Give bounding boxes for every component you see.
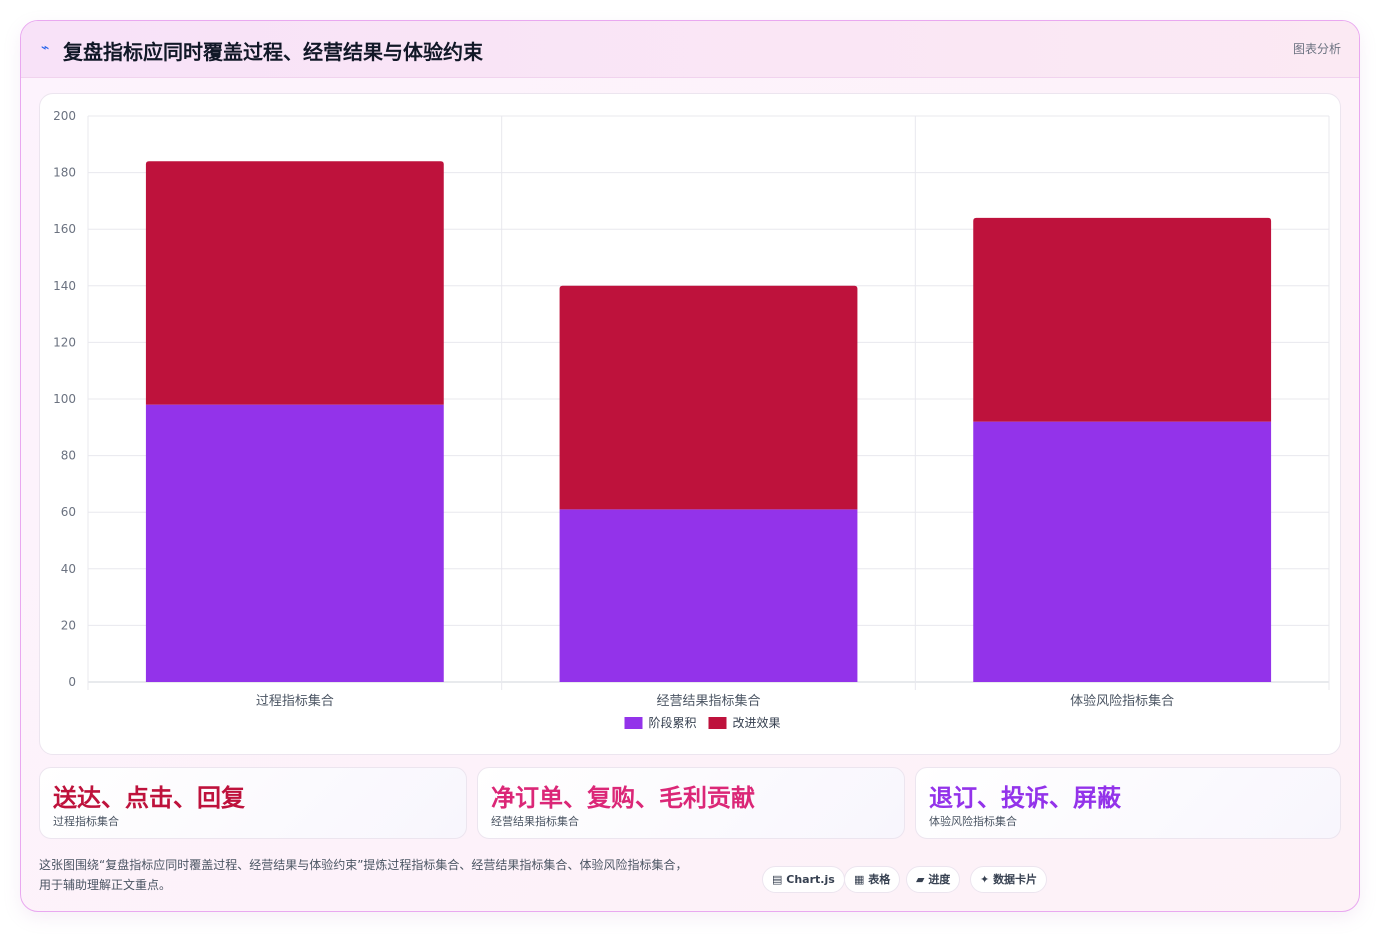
x-tick-label: 过程指标集合 [256,693,334,709]
metric-label: 经营结果指标集合 [491,815,579,828]
chip-table[interactable]: ▦ 表格 [844,866,901,893]
metric-card-process: 送达、点击、回复 过程指标集合 [39,767,467,839]
description-line: 用于辅助理解正文重点。 [39,878,172,892]
y-tick-label: 20 [61,618,76,632]
y-tick-label: 60 [61,505,76,519]
legend-label: 改进效果 [733,715,781,730]
metric-value: 送达、点击、回复 [53,784,245,812]
bar-改进效果 [559,285,858,510]
chart-analysis-tag: 图表分析 [1292,42,1341,56]
bar-阶段累积 [973,421,1272,682]
metric-value: 退订、投诉、屏蔽 [929,784,1121,812]
card-title: 复盘指标应同时覆盖过程、经营结果与体验约束 [63,40,483,64]
metric-label: 过程指标集合 [53,815,119,828]
bar-阶段累积 [145,404,444,682]
x-tick-label: 经营结果指标集合 [656,693,760,709]
y-tick-label: 180 [53,166,76,180]
y-tick-label: 40 [61,562,76,576]
card-header: ⌁ 复盘指标应同时覆盖过程、经营结果与体验约束 图表分析 [21,21,1359,78]
chip-progress[interactable]: ▰ 进度 [906,866,961,893]
chip-label: Chart.js [786,873,835,886]
y-tick-label: 160 [53,222,76,236]
chart-card: ⌁ 复盘指标应同时覆盖过程、经营结果与体验约束 图表分析 0 20 40 60 80 10… [20,20,1360,912]
y-tick-label: 0 [68,675,76,689]
bar-阶段累积 [559,509,858,682]
stacked-bar-chart: 0 20 40 60 80 100 120 140 160 180 200 过程指标集合 经营结果指标集… [53,109,1330,730]
sparkle-icon: ✦ [980,873,990,886]
chip-label: 数据卡片 [993,873,1038,886]
y-tick-label: 200 [53,109,76,123]
description-line: 这张图围绕“复盘指标应同时覆盖过程、经营结果与体验约束”提炼过程指标集合、经营结… [39,858,688,872]
bar-改进效果 [145,161,444,405]
x-tick-label: 体验风险指标集合 [1070,693,1174,709]
progress-icon: ▰ [916,873,925,886]
chart-icon: ▤ [772,873,783,886]
legend-label: 阶段累积 [649,715,697,730]
chip-label: 进度 [928,873,951,886]
legend-swatch [624,717,643,729]
y-tick-label: 80 [61,449,76,463]
chart-description: 这张图围绕“复盘指标应同时覆盖过程、经营结果与体验约束”提炼过程指标集合、经营结… [39,855,759,895]
chart-panel: 0 20 40 60 80 100 120 140 160 180 200 过程指标集合 经营结果指标集… [39,93,1341,755]
metric-card-risk: 退订、投诉、屏蔽 体验风险指标集合 [915,767,1341,839]
chart-line-icon: ⌁ [41,40,50,56]
table-icon: ▦ [854,873,865,886]
chip-chartjs[interactable]: ▤ Chart.js [762,866,845,893]
y-tick-label: 100 [53,392,76,406]
y-tick-label: 120 [53,335,76,349]
metric-value: 净订单、复购、毛利贡献 [491,784,755,812]
chip-data-card[interactable]: ✦ 数据卡片 [970,866,1048,893]
y-tick-label: 140 [53,279,76,293]
metric-label: 体验风险指标集合 [929,815,1017,828]
legend-swatch [708,717,727,729]
metric-card-business: 净订单、复购、毛利贡献 经营结果指标集合 [477,767,905,839]
chip-label: 表格 [868,873,891,886]
bar-改进效果 [973,217,1272,422]
